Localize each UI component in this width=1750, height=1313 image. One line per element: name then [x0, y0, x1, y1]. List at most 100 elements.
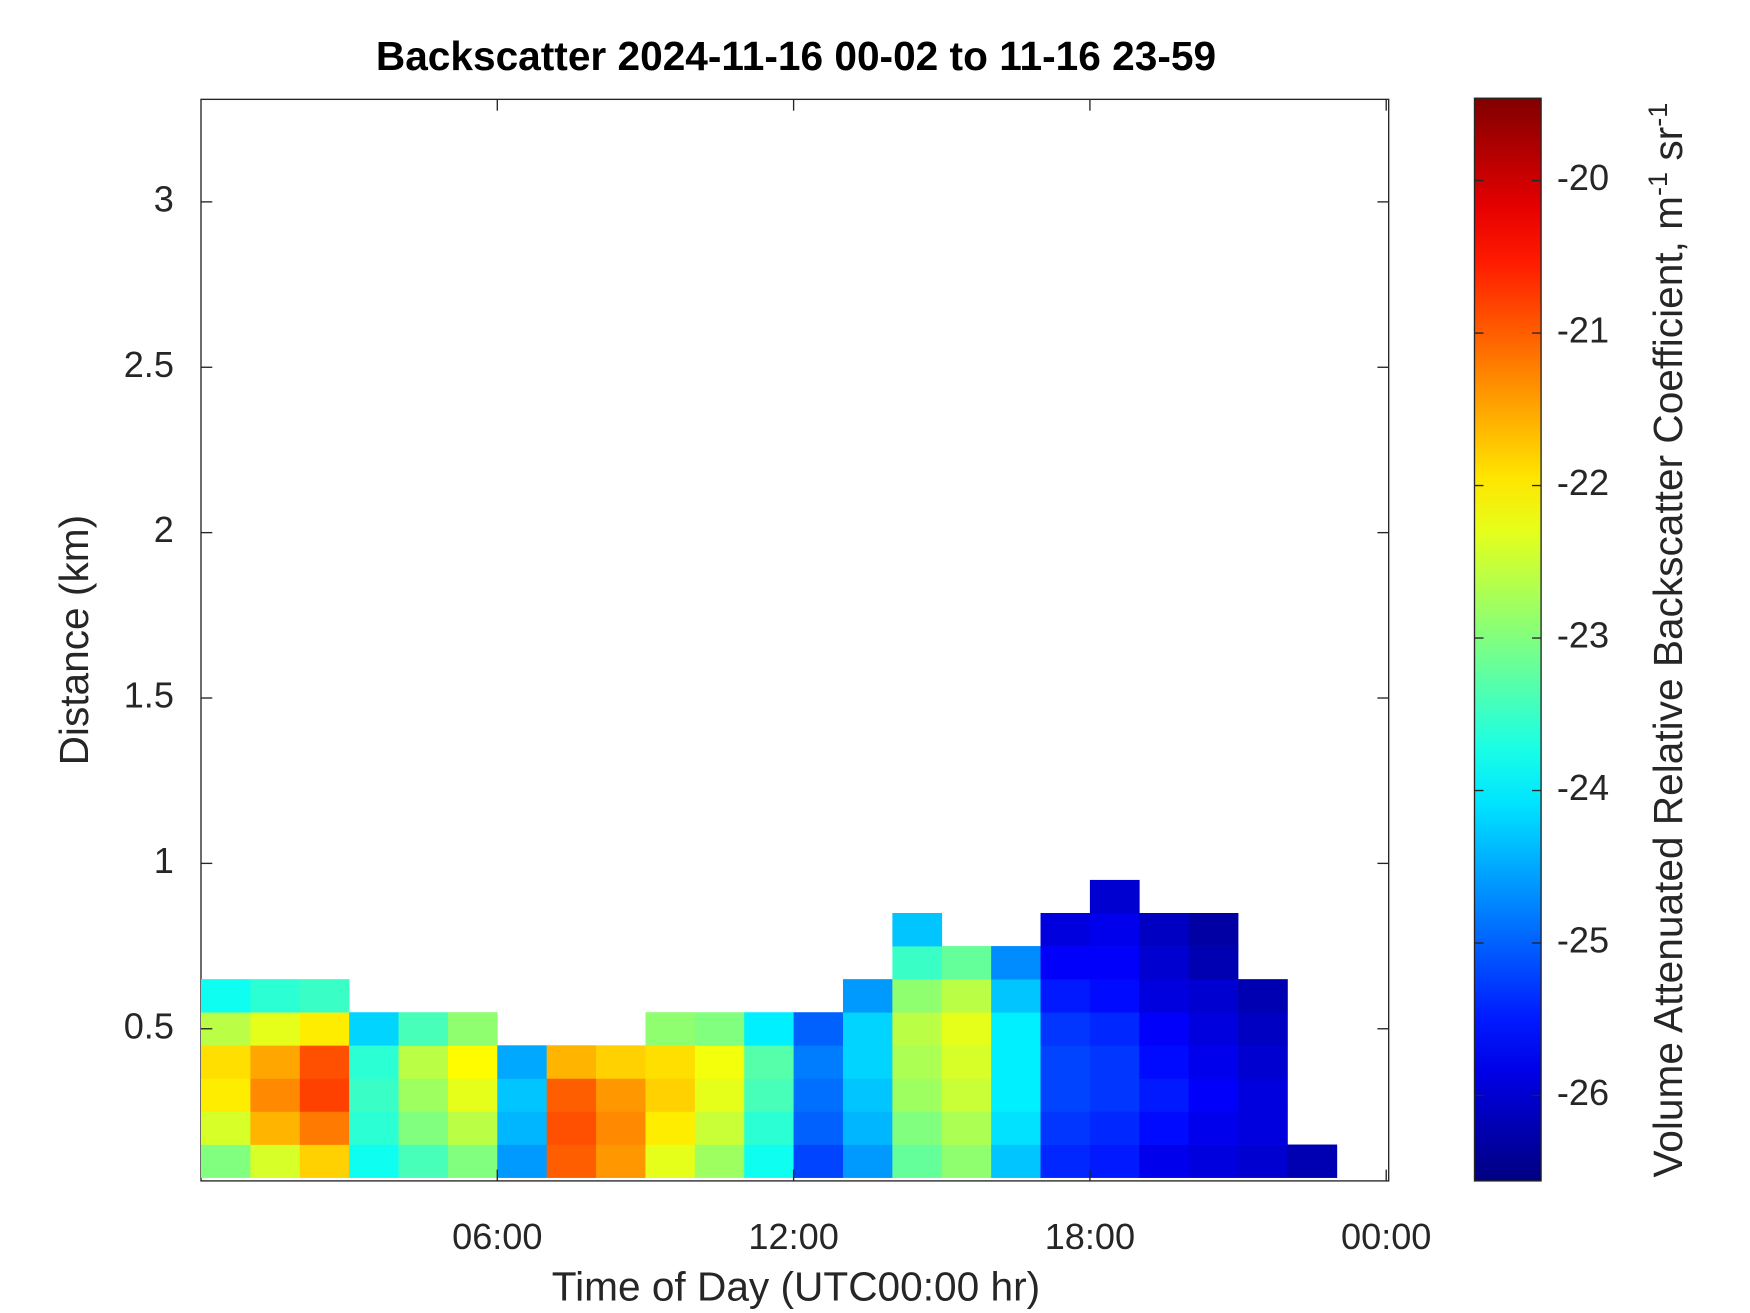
heatmap-cell	[892, 1012, 943, 1046]
heatmap-cell	[201, 1144, 251, 1178]
heatmap-cell	[744, 1045, 794, 1079]
heatmap-cell	[941, 1111, 992, 1145]
heatmap-cell	[991, 1144, 1041, 1178]
heatmap-cell	[299, 979, 350, 1013]
heatmap-cell	[991, 1078, 1041, 1112]
colorbar-label-part: -1	[1642, 103, 1673, 127]
heatmap-cell	[546, 1045, 597, 1079]
heatmap-cell	[546, 1144, 597, 1178]
heatmap-cell	[596, 1045, 646, 1079]
colorbar-label-part: Volume Attenuated Relative Backscatter C…	[1645, 196, 1691, 1178]
heatmap-cell	[793, 1045, 844, 1079]
heatmap-cell	[497, 1111, 548, 1145]
heatmap-cell	[299, 1078, 350, 1112]
heatmap-cell	[1089, 879, 1140, 914]
heatmap-cell	[250, 1045, 301, 1079]
heatmap-cell	[793, 1111, 844, 1145]
heatmap-cell	[596, 1111, 646, 1145]
heatmap-cell	[892, 946, 943, 980]
heatmap-cell	[447, 1078, 498, 1112]
heatmap-cell	[398, 1045, 449, 1079]
heatmap-cell	[1089, 1111, 1140, 1145]
heatmap-cell	[941, 1144, 992, 1178]
heatmap-cell	[694, 1111, 745, 1145]
heatmap-cell	[1238, 1078, 1288, 1112]
heatmap-cell	[744, 1078, 794, 1112]
y-tick-label: 2	[154, 509, 174, 550]
heatmap-cell	[1139, 979, 1190, 1013]
heatmap-cell	[250, 979, 301, 1013]
heatmap-cell	[497, 1045, 548, 1079]
colorbar-tick-label: -23	[1557, 615, 1609, 656]
heatmap-cell	[546, 1078, 597, 1112]
heatmap-cell	[201, 1045, 251, 1079]
heatmap-cell	[1188, 1144, 1239, 1178]
heatmap-cell	[546, 1111, 597, 1145]
heatmap-cell	[842, 1111, 893, 1145]
heatmap-cell	[1040, 1144, 1091, 1178]
heatmap-cell	[1040, 913, 1091, 947]
y-tick-label: 3	[154, 178, 174, 219]
x-tick-label: 06:00	[452, 1216, 542, 1257]
x-tick-label: 12:00	[748, 1216, 838, 1257]
heatmap-cell	[398, 1078, 449, 1112]
heatmap-cell	[694, 1012, 745, 1046]
heatmap-cell	[398, 1144, 449, 1178]
heatmap-cell	[1287, 1144, 1338, 1178]
heatmap-cell	[892, 913, 943, 947]
heatmap-cell	[299, 1012, 350, 1046]
heatmap-cell	[1238, 1144, 1288, 1178]
heatmap-cell	[1040, 1078, 1091, 1112]
colorbar-tick-label: -20	[1557, 157, 1609, 198]
heatmap-cell	[250, 1111, 301, 1145]
heatmap-cell	[842, 979, 893, 1013]
y-tick-label: 1.5	[124, 675, 174, 716]
heatmap-cell	[497, 1144, 548, 1178]
heatmap-cell	[349, 1144, 399, 1178]
heatmap-cell	[1139, 1045, 1190, 1079]
heatmap-cell	[1089, 946, 1140, 980]
heatmap-cell	[1188, 946, 1239, 980]
heatmap-cell	[1089, 913, 1140, 947]
heatmap-cell	[1238, 1111, 1288, 1145]
heatmap-cell	[991, 1111, 1041, 1145]
y-tick-label: 2.5	[124, 344, 174, 385]
colorbar-label-part: sr	[1645, 127, 1691, 172]
heatmap-cell	[645, 1078, 696, 1112]
heatmap-cell	[349, 1111, 399, 1145]
heatmap-cell	[744, 1012, 794, 1046]
heatmap-cell	[1139, 913, 1190, 947]
heatmap-cell	[1139, 1111, 1190, 1145]
heatmap-cell	[991, 1045, 1041, 1079]
heatmap-cell	[645, 1012, 696, 1046]
heatmap-cell	[596, 1144, 646, 1178]
heatmap-cell	[1188, 1111, 1239, 1145]
heatmap-cell	[1089, 1078, 1140, 1112]
x-axis-label: Time of Day (UTC00:00 hr)	[552, 1264, 1040, 1310]
heatmap-cell	[793, 1144, 844, 1178]
colorbar-tick-label: -21	[1557, 310, 1609, 351]
heatmap-cell	[645, 1144, 696, 1178]
heatmap-cell	[1089, 1045, 1140, 1079]
heatmap-cell	[1188, 1045, 1239, 1079]
heatmap-cell	[201, 979, 251, 1013]
heatmap-cell	[892, 1045, 943, 1079]
heatmap-cell	[892, 1078, 943, 1112]
heatmap-cell	[941, 979, 992, 1013]
heatmap-cell	[299, 1144, 350, 1178]
heatmap-cell	[1139, 1012, 1190, 1046]
heatmap-cell	[596, 1078, 646, 1112]
heatmap-cell	[250, 1144, 301, 1178]
heatmap-cell	[892, 1111, 943, 1145]
heatmap-cell	[299, 1045, 350, 1079]
colorbar-tick-label: -24	[1557, 767, 1609, 808]
heatmap-cell	[842, 1045, 893, 1079]
heatmap-cell	[744, 1144, 794, 1178]
heatmap-cell	[447, 1111, 498, 1145]
heatmap-cell	[299, 1111, 350, 1145]
heatmap-cell	[694, 1045, 745, 1079]
heatmap-cell	[1238, 1045, 1288, 1079]
heatmap-cell	[349, 1012, 399, 1046]
heatmap-cell	[1139, 1078, 1190, 1112]
